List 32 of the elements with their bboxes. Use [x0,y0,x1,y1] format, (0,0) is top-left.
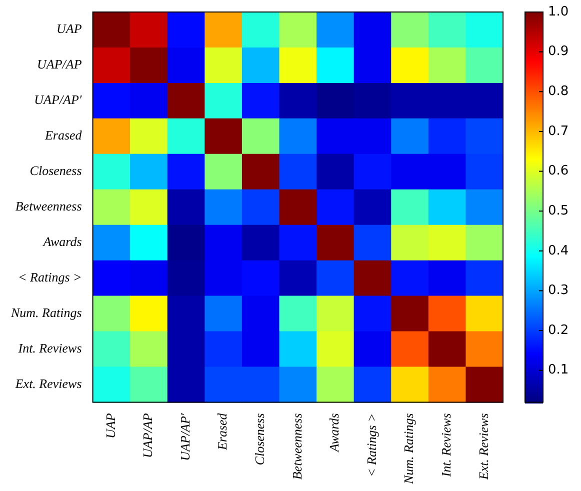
y-tick-label: Erased [44,128,82,143]
color-bar-label: 0.1 [548,362,569,378]
y-tick-label: Num. Ratings [10,304,82,320]
color-bar-label: 0.7 [548,124,569,139]
x-tick-label: Int. Reviews [438,413,454,478]
color-bar-label: 0.6 [548,164,569,179]
color-bar-label: 1.0 [548,4,569,20]
y-tick-label: Ext. Reviews [14,376,82,391]
x-tick-label: Closeness [252,413,268,466]
color-bar-label: 0.4 [548,243,569,258]
color-bar-label: 0.2 [548,322,569,338]
y-tick-label: < Ratings > [18,269,82,284]
x-tick-label: Awards [326,413,342,453]
color-bar-label: 0.8 [548,84,569,100]
y-tick-label: Awards [42,234,82,250]
y-tick-label: Betweenness [15,198,82,214]
x-tick-label: Ext. Reviews [476,413,491,481]
x-tick-label: Betweenness [289,413,304,480]
y-tick-label: Int. Reviews [17,340,82,356]
x-tick-label: Erased [214,412,230,452]
x-tick-label: < Ratings > [364,413,379,477]
x-tick-label: UAP/AP [140,413,156,458]
x-tick-label: UAP [102,413,118,438]
y-tick-label: UAP/AP′ [34,92,82,108]
x-tick-label: UAP/AP′ [177,413,192,461]
y-tick-label: Closeness [30,163,82,178]
y-tick-label: UAP [56,21,82,36]
color-bar-label: 0.3 [548,283,569,298]
color-bar-label: 0.9 [548,44,569,60]
y-tick-label: UAP/AP [37,56,82,72]
x-tick-label: Num. Ratings [401,413,416,486]
color-bar-label: 0.5 [548,203,569,218]
